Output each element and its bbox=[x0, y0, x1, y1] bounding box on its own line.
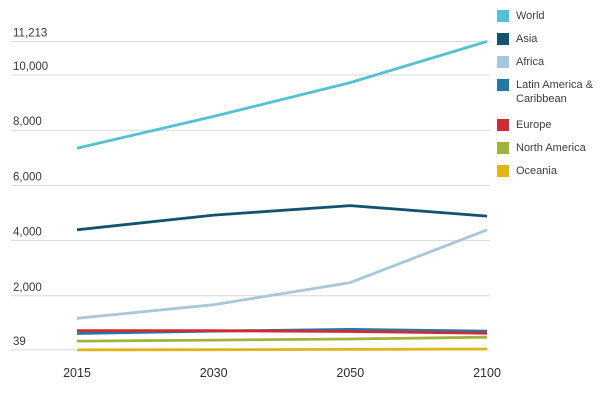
legend-label-latin-america-caribbean: Latin America & Caribbean bbox=[516, 79, 594, 105]
x-tick-label-2015: 2015 bbox=[63, 366, 91, 380]
y-tick-label-10,000: 10,000 bbox=[13, 61, 48, 73]
line-world bbox=[76, 40, 488, 150]
legend-item-oceania: Oceania bbox=[497, 164, 593, 178]
legend-label-north-america: North America bbox=[516, 142, 586, 154]
x-tick-label-2050: 2050 bbox=[336, 366, 364, 380]
legend-item-north-america: North America bbox=[497, 141, 593, 155]
legend-label-world: World bbox=[516, 10, 545, 22]
legend-swatch-latin-america-caribbean bbox=[497, 79, 509, 91]
y-tick-label-6,000: 6,000 bbox=[13, 171, 42, 183]
legend-item-europe: Europe bbox=[497, 118, 593, 132]
legend-item-africa: Africa bbox=[497, 55, 593, 69]
legend-swatch-asia bbox=[497, 33, 509, 45]
y-tick-label-39: 39 bbox=[13, 336, 26, 348]
line-oceania bbox=[76, 347, 488, 352]
y-tick-label-11,213: 11,213 bbox=[13, 28, 47, 40]
y-tick-label-8,000: 8,000 bbox=[13, 116, 42, 128]
legend-item-world: World bbox=[497, 9, 593, 23]
chart-legend: World Asia Africa Latin America & Caribb… bbox=[497, 9, 593, 187]
x-tick-label-2030: 2030 bbox=[200, 366, 228, 380]
legend-label-africa: Africa bbox=[516, 56, 545, 68]
legend-swatch-europe bbox=[497, 119, 509, 131]
line-europe bbox=[76, 329, 488, 335]
legend-label-asia: Asia bbox=[516, 33, 538, 45]
legend-swatch-north-america bbox=[497, 142, 509, 154]
legend-label-europe: Europe bbox=[516, 119, 552, 131]
legend-swatch-oceania bbox=[497, 165, 509, 177]
y-tick-label-2,000: 2,000 bbox=[13, 282, 42, 294]
x-tick-label-2100: 2100 bbox=[473, 366, 501, 380]
legend-swatch-africa bbox=[497, 56, 509, 68]
line-africa bbox=[76, 228, 488, 320]
y-tick-label-4,000: 4,000 bbox=[13, 227, 42, 239]
line-asia bbox=[76, 204, 488, 232]
legend-item-asia: Asia bbox=[497, 32, 593, 46]
legend-label-oceania: Oceania bbox=[516, 165, 557, 177]
legend-item-latin-america-caribbean: Latin America & Caribbean bbox=[497, 78, 593, 106]
line-north-america bbox=[76, 335, 488, 343]
legend-swatch-world bbox=[497, 10, 509, 22]
